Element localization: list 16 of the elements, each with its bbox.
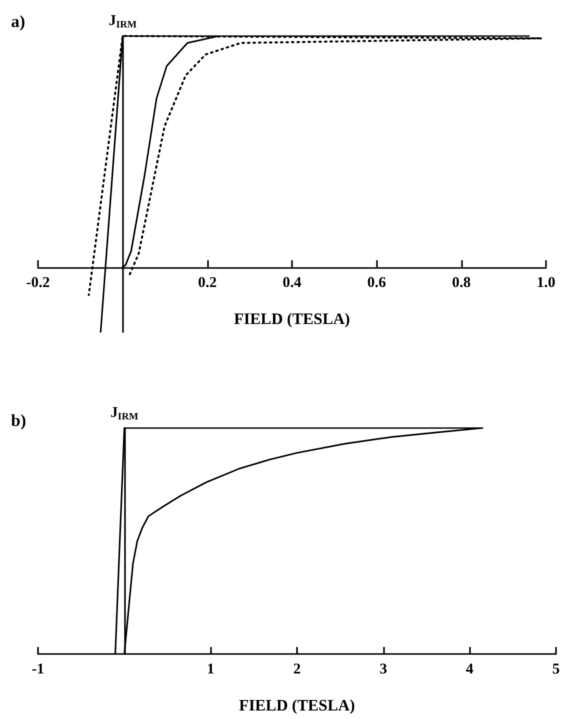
- x-tick-label: 0.6: [367, 274, 387, 291]
- x-tick-label: 4: [466, 662, 474, 678]
- chart-title: a): [11, 12, 26, 31]
- x-axis-title: FIELD (TESLA): [238, 698, 356, 714]
- x-tick-label: -0.2: [26, 274, 50, 291]
- x-tick-label: -1: [32, 662, 44, 678]
- x-tick-label: 0.4: [282, 274, 302, 291]
- x-tick-label: 1: [206, 662, 214, 678]
- x-tick-label: 0.2: [198, 274, 217, 291]
- x-axis-title: FIELD (TESLA): [234, 310, 350, 328]
- x-tick-label: 1.0: [536, 274, 556, 291]
- x-tick-label: 0.8: [452, 274, 471, 291]
- x-tick-label: 3: [380, 662, 388, 678]
- x-tick-label: 2: [293, 662, 301, 678]
- chart-title: b): [11, 411, 26, 430]
- x-tick-label: 5: [552, 662, 560, 678]
